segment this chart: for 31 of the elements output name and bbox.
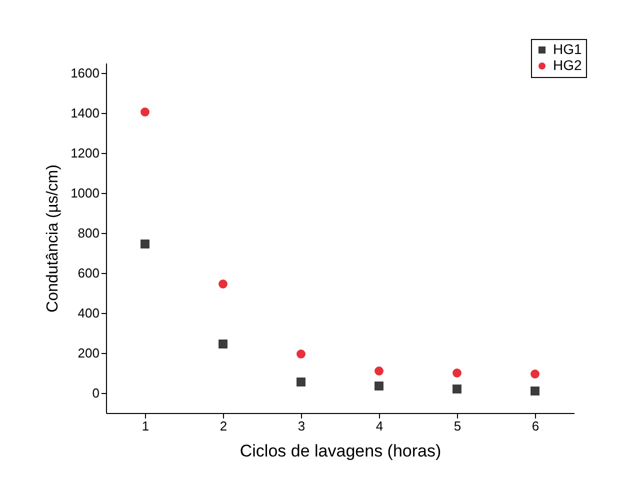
point (452, 368, 462, 378)
y-tick-label: 1600 (70, 66, 100, 80)
x-tick-label: 2 (220, 418, 228, 434)
y-axis-title: Condutância (µs/cm) (44, 164, 62, 312)
point (530, 386, 540, 396)
x-axis-title: Ciclos de lavagens (horas) (240, 442, 442, 460)
point (374, 366, 384, 376)
y-tick-label: 800 (78, 226, 100, 240)
y-tick-label: 200 (78, 346, 100, 360)
y-tick-label: 1200 (70, 146, 100, 160)
point (218, 340, 228, 348)
y-tick-label: 0 (92, 386, 100, 400)
y-tick-label: 1400 (70, 106, 100, 120)
point (452, 384, 462, 394)
point (140, 240, 150, 248)
x-tick-label: 3 (298, 418, 306, 434)
legend-label: HG2 (553, 57, 582, 73)
point (218, 280, 228, 288)
point (296, 378, 306, 386)
x-tick-label: 4 (376, 418, 384, 434)
legend-label: HG1 (553, 41, 582, 57)
point (140, 108, 150, 116)
point (530, 370, 540, 378)
y-tick-label: 400 (78, 306, 100, 320)
y-tick-label: 1000 (70, 186, 100, 200)
x-tick-label: 5 (454, 418, 462, 434)
y-tick-label: 600 (78, 266, 100, 280)
x-tick-label: 1 (142, 418, 150, 434)
point (296, 350, 306, 358)
x-tick-label: 6 (532, 418, 540, 434)
point (374, 382, 384, 390)
